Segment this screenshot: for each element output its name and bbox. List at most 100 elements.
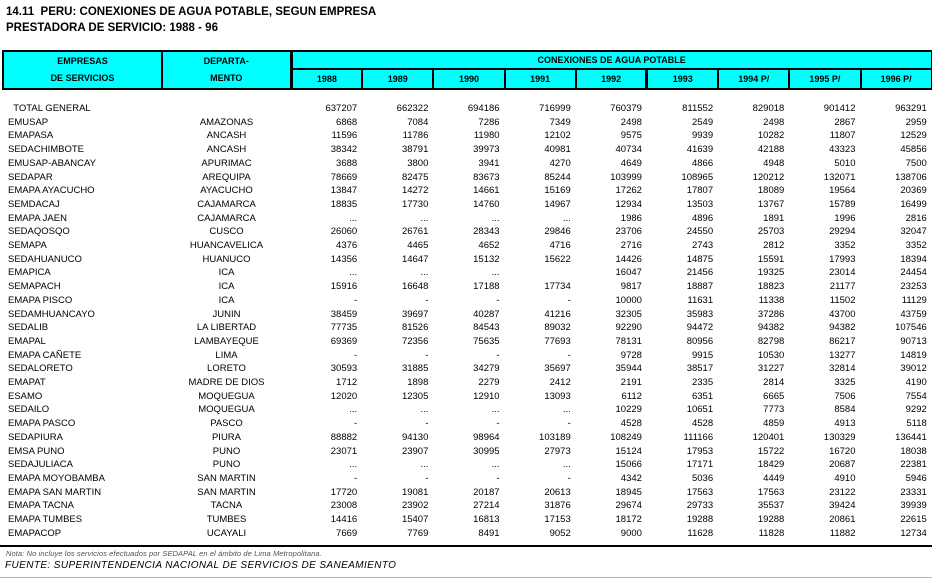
value-cell: 13093 <box>504 389 576 404</box>
year-column-header: 1991 <box>503 68 577 90</box>
value-cell: 23071 <box>291 444 363 459</box>
value-cell: 25703 <box>718 225 790 240</box>
departamento-cell: ICA <box>162 293 291 308</box>
table-header: EMPRESAS DE SERVICIOS DEPARTA- MENTO CON… <box>2 49 932 90</box>
value-cell: 90713 <box>860 334 932 349</box>
value-cell: 35983 <box>646 307 719 322</box>
value-cell: 11786 <box>362 129 434 144</box>
value-cell: 23902 <box>362 499 434 514</box>
value-cell: 18038 <box>860 444 932 459</box>
value-cell: 14356 <box>291 252 363 267</box>
table-row: SEDAMHUANCAYO JUNIN 38459 39697 40287 41216 32… <box>3 307 932 322</box>
value-cell: 75635 <box>433 334 505 349</box>
value-cell: 27973 <box>504 444 576 459</box>
table-row: EMAPASA ANCASH 11596 11786 11980 12102 9575 993… <box>3 129 932 144</box>
table-row: SEDALORETO LORETO 30593 31885 34279 35697 3594… <box>3 362 932 377</box>
departamento-cell: LIMA <box>162 348 291 363</box>
value-cell: 12910 <box>433 389 505 404</box>
value-cell: 14661 <box>433 184 505 198</box>
table-row: ESAMO MOQUEGUA 12020 12305 12910 13093 6112 635… <box>3 389 932 404</box>
value-cell: 21177 <box>789 280 861 294</box>
value-cell: 32305 <box>575 307 647 322</box>
value-cell: - <box>291 417 363 431</box>
value-cell: 29294 <box>789 225 861 240</box>
value-cell: 4910 <box>789 471 861 486</box>
table-row: EMUSAP AMAZONAS 6868 7084 7286 7349 2498 2549 24… <box>3 115 932 130</box>
value-cell: 2716 <box>575 239 647 253</box>
value-cell: 16648 <box>362 280 434 294</box>
departamento-cell: HUANCAVELICA <box>162 239 291 253</box>
value-cell: 37286 <box>718 307 790 322</box>
value-cell: 4342 <box>575 471 647 486</box>
value-cell: 11828 <box>718 526 790 541</box>
value-cell: 5036 <box>646 471 719 486</box>
value-cell: 108965 <box>646 170 719 185</box>
value-cell: 7669 <box>291 526 363 541</box>
value-cell: 94382 <box>718 321 790 335</box>
value-cell: 43759 <box>860 307 932 322</box>
value-cell: 29674 <box>575 499 647 514</box>
value-cell: 15722 <box>718 444 790 459</box>
value-cell: ... <box>433 266 505 281</box>
value-cell: 77735 <box>291 321 363 335</box>
value-cell: 20613 <box>504 485 576 500</box>
value-cell: 11338 <box>718 293 790 308</box>
value-cell: 38517 <box>646 362 719 377</box>
departamento-cell: SAN MARTIN <box>162 471 291 486</box>
value-cell: 2959 <box>860 115 932 130</box>
value-cell: 2279 <box>433 376 505 390</box>
empresa-cell: EMAPA MOYOBAMBA <box>3 471 162 486</box>
value-cell: ... <box>362 211 434 226</box>
departamento-cell: AMAZONAS <box>162 115 291 130</box>
value-cell: 17807 <box>646 184 719 198</box>
value-cell: 17730 <box>362 197 434 212</box>
value-cell: 77693 <box>504 334 576 349</box>
value-cell: 1898 <box>362 376 434 390</box>
empresa-cell: ESAMO <box>3 389 162 404</box>
value-cell: - <box>504 417 576 431</box>
value-cell: 39012 <box>860 362 932 377</box>
value-cell: 82475 <box>362 170 434 185</box>
empresa-cell: SEDAPIURA <box>3 430 162 445</box>
value-cell: 15066 <box>575 458 647 472</box>
value-cell: 17153 <box>504 513 576 527</box>
value-cell: 35697 <box>504 362 576 377</box>
empresa-cell: EMAPA CAÑETE <box>3 348 162 363</box>
value-cell: 38342 <box>291 143 363 157</box>
year-column-header: 1994 P/ <box>717 68 791 90</box>
departamento-cell: APURIMAC <box>162 156 291 171</box>
value-cell: 35944 <box>575 362 647 377</box>
table-row: SEMAPACH ICA 15916 16648 17188 17734 9817 18887… <box>3 280 932 294</box>
value-cell: 7773 <box>718 403 790 418</box>
departamento-cell: CAJAMARCA <box>162 211 291 226</box>
table-row: EMAPAT MADRE DE DIOS 1712 1898 2279 2412 2191 2… <box>3 376 932 390</box>
value-cell: 12020 <box>291 389 363 404</box>
value-cell: 23907 <box>362 444 434 459</box>
value-cell: 9817 <box>575 280 647 294</box>
departamento-cell: AREQUIPA <box>162 170 291 185</box>
empresa-cell: SEDAPAR <box>3 170 162 185</box>
value-cell: 13767 <box>718 197 790 212</box>
value-cell: 3688 <box>291 156 363 171</box>
departamento-cell: TUMBES <box>162 513 291 527</box>
header-body-gap <box>3 89 932 102</box>
value-cell: 85244 <box>504 170 576 185</box>
year-header-row: 1988 1989 1990 1991 1992 1993 1994 P/1995 P/19… <box>3 68 932 90</box>
value-cell: 41216 <box>504 307 576 322</box>
value-cell: 662322 <box>362 102 434 116</box>
value-cell: 84543 <box>433 321 505 335</box>
column-header-empresas-line1: EMPRESAS <box>57 56 108 66</box>
value-cell: 14760 <box>433 197 505 212</box>
value-cell: 4270 <box>504 156 576 171</box>
value-cell: 11628 <box>646 526 719 541</box>
empresa-cell: EMAPA SAN MARTIN <box>3 485 162 500</box>
value-cell: ... <box>362 403 434 418</box>
value-cell: 11502 <box>789 293 861 308</box>
value-cell: 18089 <box>718 184 790 198</box>
value-cell: 760379 <box>575 102 647 116</box>
value-cell: - <box>433 471 505 486</box>
value-cell: 4465 <box>362 239 434 253</box>
value-cell: 29846 <box>504 225 576 240</box>
value-cell: 19325 <box>718 266 790 281</box>
value-cell: 103999 <box>575 170 647 185</box>
